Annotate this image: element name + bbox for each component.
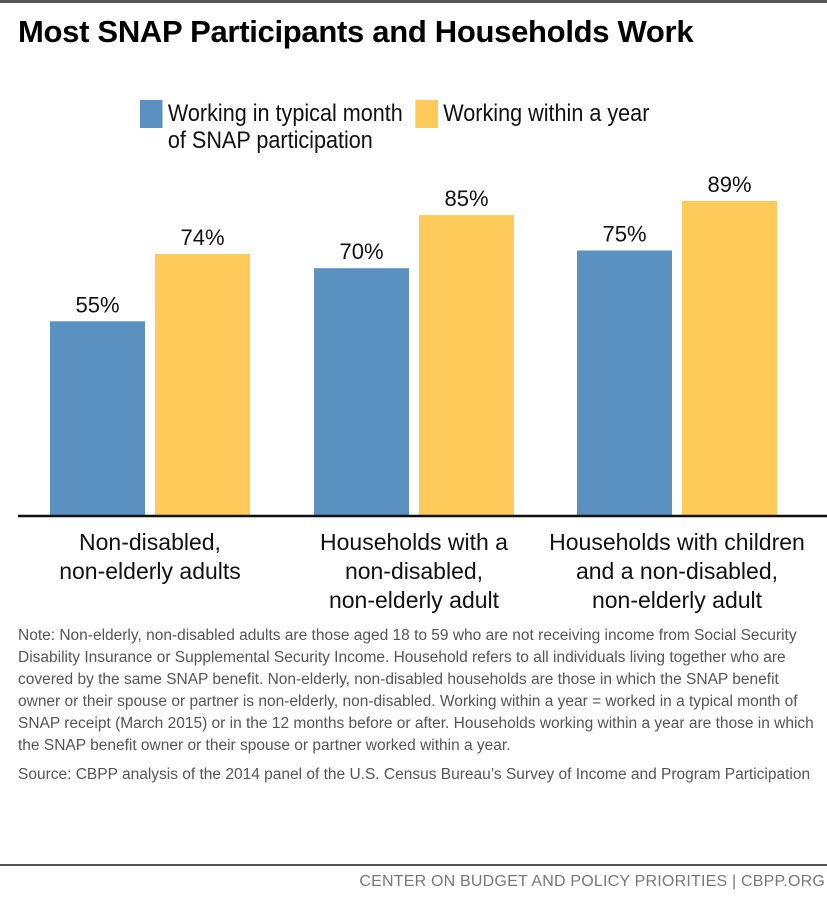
legend-label-line: Working in typical month	[167, 100, 403, 127]
note-text: Note: Non-elderly, non-disabled adults a…	[18, 627, 814, 754]
bar	[419, 215, 514, 516]
bar	[155, 254, 250, 517]
bar	[50, 321, 145, 516]
bar-chart: 55% 74% Non-disabled, non-elderly adults 70%…	[18, 172, 827, 613]
chart-title: Most SNAP Participants and Households Wo…	[18, 14, 694, 49]
legend-label-line: Working within a year	[443, 100, 650, 127]
category-tick-label: and a non-disabled,	[576, 558, 778, 584]
bar	[682, 200, 777, 516]
data-label: 75%	[602, 222, 646, 247]
legend-swatch-yellow	[415, 100, 438, 128]
category-tick-label: non-elderly adults	[59, 558, 241, 584]
source-text: Source: CBPP analysis of the 2014 panel …	[18, 766, 811, 783]
category-tick-label: non-elderly adult	[592, 587, 763, 613]
bar	[577, 250, 672, 516]
top-rule	[0, 0, 827, 3]
footer-credit: CENTER ON BUDGET AND POLICY PRIORITIES |…	[359, 873, 825, 890]
bottom-rule	[0, 864, 827, 866]
legend-item-within-year: Working within a year	[415, 100, 649, 154]
category-tick-label: non-elderly adult	[329, 587, 500, 613]
legend: Working in typical month of SNAP partici…	[140, 100, 649, 154]
category-tick-label: Non-disabled,	[79, 529, 221, 555]
category-tick-label: Households with a	[320, 529, 508, 555]
category-tick-label: Households with children	[549, 529, 805, 555]
legend-item-typical-month: Working in typical month of SNAP partici…	[140, 100, 403, 154]
category-tick-label: non-disabled,	[345, 558, 483, 584]
notes: Note: Non-elderly, non-disabled adults a…	[18, 625, 818, 786]
data-label: 89%	[707, 172, 751, 197]
data-label: 55%	[75, 292, 119, 317]
data-label: 70%	[339, 239, 383, 264]
data-label: 74%	[180, 225, 224, 250]
bar	[314, 268, 409, 516]
data-label: 85%	[444, 186, 488, 211]
legend-label-line: of SNAP participation	[167, 127, 373, 154]
legend-swatch-blue	[140, 100, 163, 128]
